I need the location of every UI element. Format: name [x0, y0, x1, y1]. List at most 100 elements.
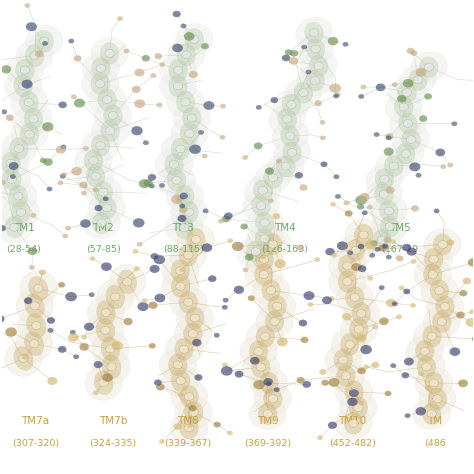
- Ellipse shape: [134, 99, 145, 108]
- Ellipse shape: [82, 53, 119, 84]
- Ellipse shape: [343, 298, 380, 329]
- Ellipse shape: [335, 194, 341, 199]
- Ellipse shape: [413, 76, 423, 84]
- Ellipse shape: [151, 253, 158, 259]
- Ellipse shape: [384, 391, 392, 396]
- Ellipse shape: [73, 55, 82, 62]
- Text: TM2: TM2: [92, 223, 114, 233]
- Ellipse shape: [101, 309, 110, 317]
- Ellipse shape: [331, 253, 337, 258]
- Ellipse shape: [379, 318, 389, 325]
- Ellipse shape: [92, 331, 129, 366]
- Ellipse shape: [26, 25, 63, 57]
- Ellipse shape: [86, 165, 105, 187]
- Ellipse shape: [183, 251, 193, 259]
- Ellipse shape: [61, 173, 67, 177]
- Ellipse shape: [158, 164, 195, 196]
- Ellipse shape: [39, 37, 49, 45]
- Ellipse shape: [272, 120, 309, 152]
- Ellipse shape: [256, 105, 262, 110]
- Ellipse shape: [0, 225, 6, 231]
- Ellipse shape: [254, 142, 263, 149]
- Ellipse shape: [24, 108, 43, 130]
- Ellipse shape: [327, 360, 365, 392]
- Ellipse shape: [427, 332, 437, 340]
- Ellipse shape: [202, 209, 209, 213]
- Ellipse shape: [440, 302, 449, 310]
- Ellipse shape: [39, 270, 46, 275]
- Ellipse shape: [184, 392, 194, 401]
- Ellipse shape: [428, 271, 438, 278]
- Text: TM5: TM5: [389, 223, 410, 233]
- Ellipse shape: [159, 62, 165, 67]
- Ellipse shape: [335, 407, 372, 439]
- Ellipse shape: [14, 145, 24, 153]
- Ellipse shape: [329, 250, 366, 282]
- Ellipse shape: [96, 318, 115, 342]
- Ellipse shape: [154, 255, 165, 264]
- Ellipse shape: [0, 180, 37, 212]
- Ellipse shape: [94, 100, 132, 131]
- Ellipse shape: [255, 228, 274, 249]
- Ellipse shape: [246, 244, 283, 275]
- Ellipse shape: [94, 182, 113, 203]
- Ellipse shape: [268, 395, 277, 402]
- Ellipse shape: [90, 256, 95, 261]
- Ellipse shape: [345, 340, 355, 348]
- Ellipse shape: [91, 172, 100, 180]
- Ellipse shape: [350, 293, 359, 301]
- Ellipse shape: [83, 146, 89, 151]
- Ellipse shape: [345, 219, 382, 251]
- Ellipse shape: [379, 201, 398, 221]
- Ellipse shape: [278, 109, 297, 129]
- Ellipse shape: [264, 378, 273, 386]
- Ellipse shape: [400, 64, 437, 95]
- Ellipse shape: [6, 54, 44, 86]
- Ellipse shape: [260, 255, 269, 263]
- Ellipse shape: [415, 367, 453, 399]
- Ellipse shape: [396, 315, 402, 319]
- Ellipse shape: [269, 103, 305, 135]
- Ellipse shape: [402, 89, 411, 96]
- Ellipse shape: [47, 328, 54, 333]
- Ellipse shape: [194, 374, 202, 381]
- Ellipse shape: [260, 235, 269, 243]
- Ellipse shape: [290, 50, 298, 57]
- Ellipse shape: [411, 205, 419, 211]
- Ellipse shape: [169, 161, 179, 168]
- Ellipse shape: [77, 161, 114, 191]
- Ellipse shape: [171, 138, 190, 160]
- Ellipse shape: [352, 302, 371, 324]
- Ellipse shape: [97, 219, 106, 227]
- Ellipse shape: [320, 136, 326, 140]
- Ellipse shape: [294, 82, 313, 103]
- Ellipse shape: [190, 36, 199, 44]
- Ellipse shape: [319, 369, 327, 375]
- Ellipse shape: [44, 158, 53, 166]
- Ellipse shape: [71, 94, 77, 99]
- Ellipse shape: [40, 158, 46, 163]
- Ellipse shape: [102, 96, 112, 104]
- Ellipse shape: [228, 238, 233, 243]
- Ellipse shape: [175, 185, 194, 207]
- Ellipse shape: [171, 118, 208, 149]
- Ellipse shape: [16, 40, 53, 72]
- Ellipse shape: [349, 388, 359, 396]
- Ellipse shape: [337, 235, 374, 266]
- Ellipse shape: [167, 169, 186, 191]
- Ellipse shape: [187, 114, 197, 122]
- Ellipse shape: [392, 82, 398, 87]
- Ellipse shape: [364, 225, 401, 255]
- Ellipse shape: [349, 397, 368, 419]
- Ellipse shape: [306, 70, 311, 74]
- Ellipse shape: [424, 248, 443, 270]
- Ellipse shape: [384, 207, 393, 215]
- Ellipse shape: [437, 318, 447, 326]
- Ellipse shape: [166, 181, 203, 212]
- Ellipse shape: [162, 271, 199, 302]
- Ellipse shape: [1, 65, 11, 73]
- Ellipse shape: [334, 349, 353, 371]
- Text: (167-19: (167-19: [381, 246, 418, 255]
- Text: TM9: TM9: [257, 417, 279, 427]
- Ellipse shape: [29, 340, 39, 348]
